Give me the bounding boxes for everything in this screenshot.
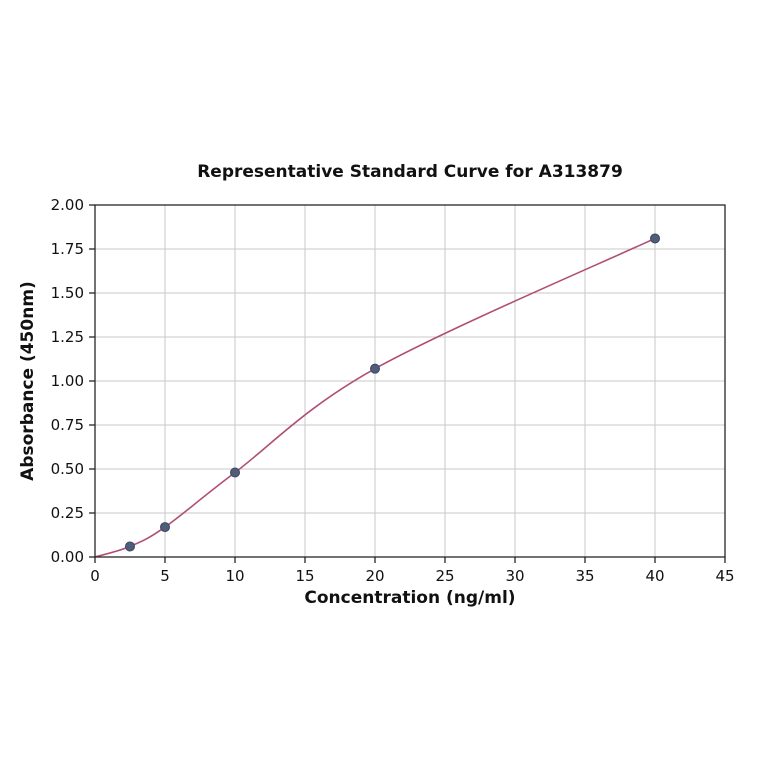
x-tick-label: 20 — [365, 567, 384, 585]
y-tick-label: 0.75 — [51, 416, 84, 434]
y-tick-label: 1.75 — [51, 240, 84, 258]
x-tick-label: 30 — [505, 567, 524, 585]
data-point — [650, 233, 660, 244]
y-tick-label: 0.00 — [51, 548, 84, 566]
y-tick-label: 1.00 — [51, 372, 84, 390]
x-tick-label: 15 — [295, 567, 314, 585]
data-point — [230, 467, 240, 478]
y-tick-label: 0.50 — [51, 460, 84, 478]
chart-title: Representative Standard Curve for A31387… — [197, 162, 623, 182]
data-point — [160, 522, 170, 533]
x-tick-label: 5 — [160, 567, 170, 585]
x-tick-label: 40 — [645, 567, 664, 585]
y-tick-label: 2.00 — [51, 196, 84, 214]
y-tick-label: 1.50 — [51, 284, 84, 302]
x-tick-label: 45 — [715, 567, 734, 585]
y-tick-label: 0.25 — [51, 504, 84, 522]
x-tick-label: 0 — [90, 567, 100, 585]
x-tick-label: 10 — [225, 567, 244, 585]
x-axis-label: Concentration (ng/ml) — [304, 588, 516, 608]
data-point — [125, 541, 135, 552]
data-point — [370, 363, 380, 374]
x-tick-label: 25 — [435, 567, 454, 585]
y-tick-label: 1.25 — [51, 328, 84, 346]
x-tick-label: 35 — [575, 567, 594, 585]
